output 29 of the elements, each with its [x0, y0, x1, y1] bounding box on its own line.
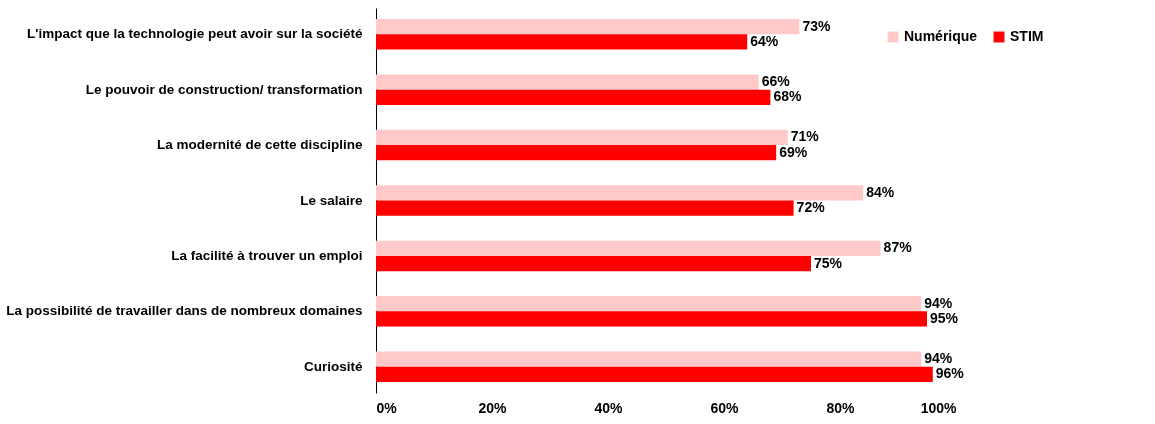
- data-label: 84%: [866, 183, 895, 200]
- data-label: 73%: [802, 17, 831, 34]
- data-label: 87%: [883, 239, 913, 256]
- data-label: 68%: [773, 88, 802, 105]
- data-label: 96%: [935, 365, 965, 382]
- x-tick-label: 60%: [710, 399, 740, 416]
- data-label: 75%: [814, 254, 843, 271]
- y-tick-label: La modernité de cette discipline: [156, 137, 363, 153]
- data-label: 95%: [930, 309, 959, 326]
- x-tick-label: 80%: [826, 399, 856, 416]
- data-label: 94%: [924, 350, 953, 367]
- y-tick-label: La possibilité de travailler dans de nombreux domaines: [6, 303, 363, 319]
- x-tick-label: 100%: [920, 399, 958, 416]
- legend-label: Numérique: [904, 28, 978, 44]
- x-tick-label: 0%: [376, 399, 398, 416]
- x-tick-label: 40%: [594, 399, 624, 416]
- y-tick-label: L'impact que la technologie peut avoir sur la société: [26, 26, 363, 42]
- legend-label: STIM: [1010, 28, 1044, 44]
- y-tick-label: Le pouvoir de construction/ transformation: [85, 81, 363, 97]
- data-label: 94%: [924, 294, 953, 311]
- y-tick-label: La facilité à trouver un emploi: [171, 247, 363, 263]
- y-tick-label: Curiosité: [303, 358, 363, 374]
- data-label: 64%: [750, 32, 779, 49]
- data-label: 69%: [779, 143, 808, 160]
- data-label: 66%: [761, 73, 791, 90]
- data-label: 71%: [790, 128, 820, 145]
- x-tick-label: 20%: [478, 399, 508, 416]
- y-tick-label: Le salaire: [300, 192, 363, 208]
- data-label: 72%: [796, 199, 826, 216]
